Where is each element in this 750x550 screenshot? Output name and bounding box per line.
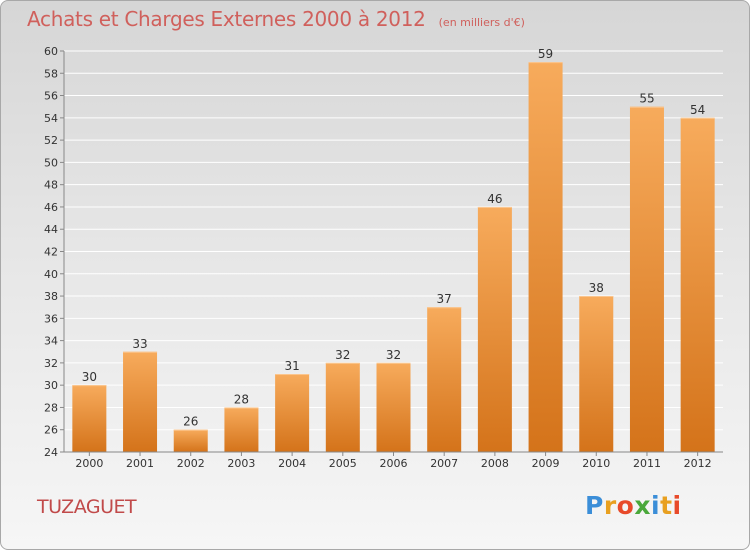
bar-2010 <box>579 296 614 452</box>
town-name: TUZAGUET <box>37 496 137 518</box>
x-tick-label: 2000 <box>75 457 103 470</box>
bar-2012 <box>680 117 715 452</box>
proxiti-logo[interactable]: Proxiti <box>585 491 682 520</box>
logo-letter: t <box>660 491 673 520</box>
data-label: 46 <box>487 192 502 206</box>
logo-letter: P <box>585 491 604 520</box>
bar-2005 <box>325 362 360 452</box>
data-label: 32 <box>335 348 350 362</box>
x-tick-label: 2007 <box>430 457 458 470</box>
y-tick-label: 32 <box>44 357 58 370</box>
title-row: Achats et Charges Externes 2000 à 2012 (… <box>27 7 525 31</box>
x-tick-label: 2012 <box>684 457 712 470</box>
y-tick-label: 54 <box>44 112 58 125</box>
axis-layer <box>60 50 723 456</box>
x-tick-label: 2005 <box>329 457 357 470</box>
logo-letter: o <box>616 491 635 520</box>
x-tick-label: 2010 <box>582 457 610 470</box>
y-tick-label: 52 <box>44 134 58 147</box>
logo-letter: i <box>672 491 682 520</box>
y-tick-label: 48 <box>44 179 58 192</box>
y-tick-label: 26 <box>44 424 58 437</box>
bar-2000 <box>72 385 107 452</box>
x-tick-label: 2003 <box>227 457 255 470</box>
data-label: 54 <box>690 103 705 117</box>
x-tick-label: 2008 <box>481 457 509 470</box>
y-tick-label: 30 <box>44 379 58 392</box>
data-label: 28 <box>234 392 249 406</box>
data-label: 59 <box>538 47 553 61</box>
bar-2004 <box>275 374 310 452</box>
y-tick-label: 28 <box>44 401 58 414</box>
x-tick-label: 2006 <box>380 457 408 470</box>
bar-2007 <box>427 307 462 452</box>
y-tick-label: 56 <box>44 90 58 103</box>
data-label: 30 <box>82 370 97 384</box>
bars-layer <box>72 62 715 453</box>
x-tick-label: 2004 <box>278 457 306 470</box>
bar-2002 <box>173 429 208 452</box>
data-label: 31 <box>284 359 299 373</box>
chart-title: Achats et Charges Externes 2000 à 2012 <box>27 7 426 31</box>
y-tick-label: 36 <box>44 312 58 325</box>
y-tick-label: 42 <box>44 246 58 259</box>
y-tick-label: 40 <box>44 268 58 281</box>
y-tick-label: 44 <box>44 223 58 236</box>
y-tick-label: 60 <box>44 45 58 58</box>
bar-2001 <box>123 351 158 452</box>
logo-letter: x <box>634 491 651 520</box>
labels-layer: 24 26 28 30 32 34 36 38 40 42 44 46 48 50 52 54 56 58 60 30… <box>44 45 712 470</box>
y-tick-label: 58 <box>44 67 58 80</box>
bar-2003 <box>224 407 259 452</box>
data-label: 55 <box>639 92 654 106</box>
data-label: 32 <box>386 348 401 362</box>
y-tick-label: 46 <box>44 201 58 214</box>
x-tick-label: 2011 <box>633 457 661 470</box>
x-tick-label: 2002 <box>177 457 205 470</box>
bar-2006 <box>376 362 411 452</box>
chart-subtitle: (en milliers d'€) <box>438 16 525 29</box>
data-label: 37 <box>437 292 452 306</box>
y-tick-label: 34 <box>44 335 58 348</box>
bar-2008 <box>477 206 512 452</box>
y-tick-label: 24 <box>44 446 58 459</box>
bar-2009 <box>528 62 563 453</box>
x-tick-label: 2001 <box>126 457 154 470</box>
x-tick-label: 2009 <box>532 457 560 470</box>
logo-letter: r <box>603 491 617 520</box>
data-label: 38 <box>589 281 604 295</box>
data-label: 26 <box>183 415 198 429</box>
y-tick-label: 50 <box>44 156 58 169</box>
y-tick-label: 38 <box>44 290 58 303</box>
logo-letter: i <box>651 491 661 520</box>
data-label: 33 <box>132 337 147 351</box>
bar-2011 <box>629 106 664 452</box>
